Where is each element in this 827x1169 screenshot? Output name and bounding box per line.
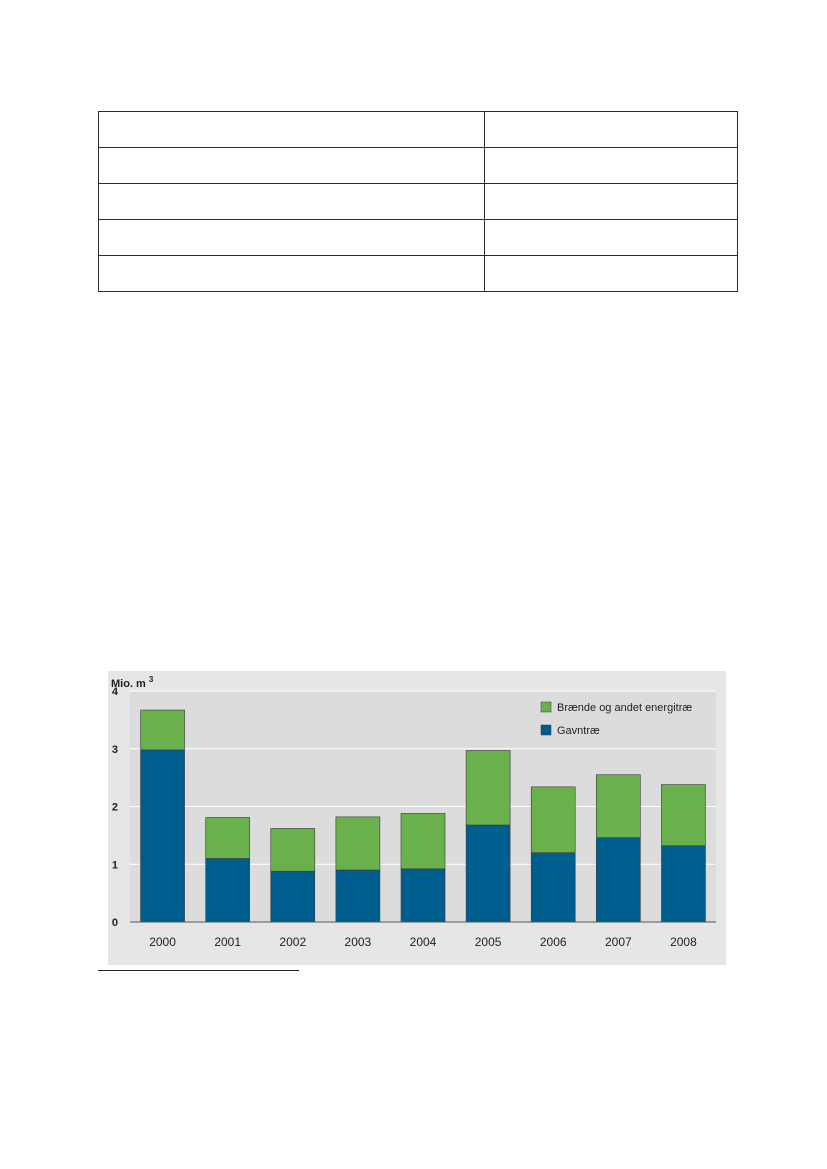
bar-segment-gavntrae xyxy=(270,870,316,923)
table-cell xyxy=(484,255,738,292)
x-tick-label: 2005 xyxy=(475,935,502,949)
y-axis-unit-text: Mio. m xyxy=(111,678,146,690)
x-tick-label: 2006 xyxy=(540,935,567,949)
legend: Brænde og andet energitræ Gavntræ xyxy=(540,701,692,737)
bar-segment-gavntrae xyxy=(530,852,576,923)
y-axis-unit-label: Mio. m 3 xyxy=(111,675,154,690)
bar-segment-gavntrae xyxy=(465,824,511,923)
x-tick-label: 2000 xyxy=(149,935,176,949)
bar-segment-braende xyxy=(270,828,316,872)
x-tick-label: 2004 xyxy=(410,935,437,949)
table-cell xyxy=(484,111,738,148)
y-axis-unit-superscript: 3 xyxy=(149,675,154,684)
bar-segment-braende xyxy=(335,816,381,871)
bar-segment-braende xyxy=(530,786,576,853)
bar-segment-braende xyxy=(596,774,641,838)
y-tick-label: 1 xyxy=(112,859,118,871)
x-tick-label: 2008 xyxy=(670,935,697,949)
table-row xyxy=(98,255,738,292)
table-cell xyxy=(484,147,738,184)
table-cell xyxy=(98,219,485,256)
table-cell xyxy=(484,219,738,256)
x-tick-label: 2003 xyxy=(345,935,372,949)
bar-segment-braende xyxy=(400,813,446,870)
table-row xyxy=(98,147,738,184)
y-tick-label: 3 xyxy=(112,744,118,756)
axes: 0 1 2 3 4 2000 2001 2002 2003 2004 2005 2006 2007 200… xyxy=(112,686,716,949)
legend-label: Gavntræ xyxy=(557,725,600,737)
bar-segment-gavntrae xyxy=(335,869,381,923)
bar-segment-gavntrae xyxy=(140,749,185,923)
bar-segment-gavntrae xyxy=(661,845,706,923)
x-tick-label: 2001 xyxy=(214,935,241,949)
bar-segment-gavntrae xyxy=(596,837,641,923)
chart-canvas: 0 1 2 3 4 2000 2001 2002 2003 2004 2005 2006 2007 200… xyxy=(111,675,716,949)
table-row xyxy=(98,219,738,256)
legend-swatch xyxy=(540,724,552,736)
table-cell xyxy=(98,183,485,220)
legend-label: Brænde og andet energitræ xyxy=(557,702,692,714)
stacked-bar-chart: 0 1 2 3 4 2000 2001 2002 2003 2004 2005 2006 2007 200… xyxy=(108,671,726,965)
legend-swatch xyxy=(540,701,552,713)
table-cell xyxy=(98,147,485,184)
table-row xyxy=(98,111,738,148)
table-cell xyxy=(484,183,738,220)
bar-segment-braende xyxy=(661,784,706,847)
bar-segment-braende xyxy=(465,750,511,826)
bars xyxy=(140,709,706,923)
bar-segment-braende xyxy=(140,709,185,751)
bar-segment-gavntrae xyxy=(205,858,250,923)
y-tick-label: 0 xyxy=(112,917,118,929)
footnote-separator xyxy=(98,970,299,971)
bar-segment-gavntrae xyxy=(400,868,446,923)
table-cell xyxy=(98,255,485,292)
table-row xyxy=(98,183,738,220)
x-tick-label: 2002 xyxy=(279,935,306,949)
bar-segment-braende xyxy=(205,817,250,859)
y-tick-label: 4 xyxy=(112,686,119,698)
table-cell xyxy=(98,111,485,148)
y-tick-label: 2 xyxy=(112,802,118,814)
x-tick-label: 2007 xyxy=(605,935,632,949)
empty-table xyxy=(98,111,738,292)
